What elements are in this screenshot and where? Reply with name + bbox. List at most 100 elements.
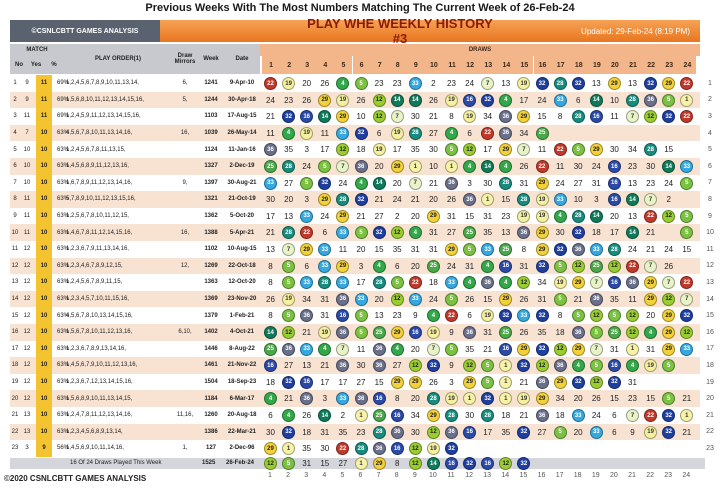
draw-number: 14 [408,93,422,107]
match-yes: 10 [36,224,52,241]
draw-number: 13 [628,211,637,221]
play-order: 1,6,7,8,9,11,12,13,14,16, [66,179,133,186]
draw-number: 36 [463,193,477,207]
week-number: 1402 [204,329,218,336]
match-pct: 63% [56,130,69,137]
draw-number: 3 [449,377,454,387]
draw-number: 20 [374,294,384,304]
draw-number: 5 [481,359,495,373]
draw-number: 34 [555,394,565,404]
week-number: 1269 [204,262,218,269]
draw-number: 6 [304,261,309,271]
draw-number: 5 [445,342,458,356]
no-header: No [10,56,28,74]
match-pct: 69% [56,113,69,120]
draw-number: 6 [575,95,581,105]
draw-number: 15 [609,394,619,404]
draw-number: 24 [591,162,601,171]
table-row[interactable] [10,373,700,391]
match-yes: 10 [36,191,52,208]
draw-number: 19 [481,309,495,323]
draw-number: 7 [517,143,531,157]
draw-number: 12 [553,342,567,356]
draw-number: 36 [372,342,386,356]
draw-number: 1 [481,193,495,207]
draw-number: 20 [573,427,583,437]
draw-number: 27 [573,178,583,188]
draw-number: 22 [626,259,639,273]
draw-number: 4 [499,276,513,290]
draw-number: 28 [445,409,458,422]
row-index-right: 22 [706,428,714,436]
draw-number: 29 [408,375,422,389]
draw-number: 12 [408,359,422,373]
play-order: 1,2,4,5,9,11,12,13,14,15,16, [66,113,141,120]
match-no: 12 [23,279,31,286]
draw-number: 3 [594,195,599,205]
draw-number: 15 [374,245,384,254]
match-no: 12 [23,362,31,369]
draw-number: 28 [517,193,531,207]
draw-number: 29 [336,209,350,223]
draw-mirrors [172,274,198,291]
draw-number: 19 [644,425,658,439]
draw-number: 6 [394,261,400,271]
draw-number: 24 [591,411,601,420]
footer-column-number: 10 [428,472,437,479]
draw-number: 36 [463,326,477,339]
draw-number: 4 [499,93,513,107]
draw-number: 16 [300,375,314,389]
row-index: 21 [11,412,19,419]
copyright: ©2020 CSNLCBTT GAMES ANALYSIS [4,474,147,483]
draw-number: 33 [553,193,567,207]
week-number: 1241 [204,80,218,87]
draw-number: 4 [354,176,368,190]
draw-number: 4 [264,392,277,406]
draw-number: 28 [408,126,422,140]
draw-number: 30 [428,145,438,155]
draw-mirrors-header: Draw Mirrors [172,44,198,74]
draw-date: 22-Oct-18 [228,262,256,269]
draw-number: 30 [573,162,583,171]
draw-number: 35 [501,427,511,437]
draw-number: 5 [680,226,694,240]
row-index-right: 4 [708,129,712,137]
footer-column-number: 17 [555,472,564,479]
draw-column-header: 22 [642,56,661,74]
draw-column-header: 3 [298,56,317,74]
match-no: 9 [25,96,29,103]
draw-mirrors: 16, [180,130,190,137]
table-row[interactable] [10,257,700,275]
draw-number: 19 [445,93,458,107]
week-number: 1369 [204,296,218,303]
draw-number: 34 [537,278,547,288]
draw-number: 5 [481,375,495,389]
draw-number: 33 [264,176,277,190]
draw-number: 12 [589,375,603,389]
match-yes: 10 [36,124,52,142]
draw-column-header: 4 [316,56,335,74]
draw-number: 5 [300,176,314,190]
draw-number: 2 [431,79,436,88]
row-index: 2 [13,96,17,103]
draw-mirrors: 12, [180,262,190,269]
table-row[interactable] [10,91,700,109]
draw-number: 18 [591,228,601,238]
draw-number: 19 [426,326,440,339]
draw-number: 27 [356,377,366,387]
draw-number: 21 [320,361,330,371]
draw-number: 7 [336,342,350,356]
row-index: 8 [13,196,17,203]
draw-number: 31 [428,245,438,254]
week-number: 1184 [204,395,218,402]
draw-number: 24 [320,211,330,221]
draw-number: 21 [646,228,656,238]
row-index-right: 7 [708,179,712,187]
draw-number: 29 [318,193,332,207]
draw-number: 1 [499,359,513,373]
draw-number: 28 [481,409,495,422]
draw-number: 17 [519,95,529,105]
draw-number: 15 [646,394,656,404]
draw-mirrors [172,108,198,125]
table-row[interactable] [10,241,700,258]
